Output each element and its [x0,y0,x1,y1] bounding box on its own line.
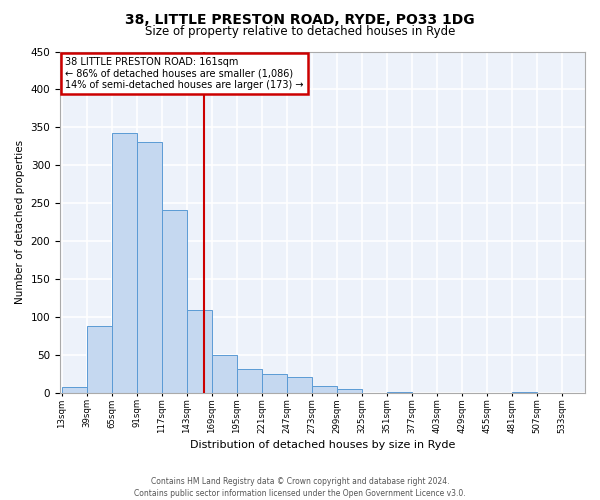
Text: 38, LITTLE PRESTON ROAD, RYDE, PO33 1DG: 38, LITTLE PRESTON ROAD, RYDE, PO33 1DG [125,12,475,26]
Bar [137,142,161,392]
Bar [313,386,337,392]
Bar [112,134,137,392]
Bar [337,389,362,392]
Bar [212,356,236,393]
Y-axis label: Number of detached properties: Number of detached properties [15,140,25,304]
Text: 38 LITTLE PRESTON ROAD: 161sqm
← 86% of detached houses are smaller (1,086)
14% : 38 LITTLE PRESTON ROAD: 161sqm ← 86% of … [65,56,304,90]
Bar [262,374,287,392]
X-axis label: Distribution of detached houses by size in Ryde: Distribution of detached houses by size … [190,440,455,450]
Bar [287,376,311,392]
Bar [163,210,187,392]
Bar [88,326,112,392]
Text: Contains HM Land Registry data © Crown copyright and database right 2024.
Contai: Contains HM Land Registry data © Crown c… [134,476,466,498]
Bar [62,388,86,392]
Text: Size of property relative to detached houses in Ryde: Size of property relative to detached ho… [145,25,455,38]
Bar [238,369,262,392]
Bar [187,310,212,392]
